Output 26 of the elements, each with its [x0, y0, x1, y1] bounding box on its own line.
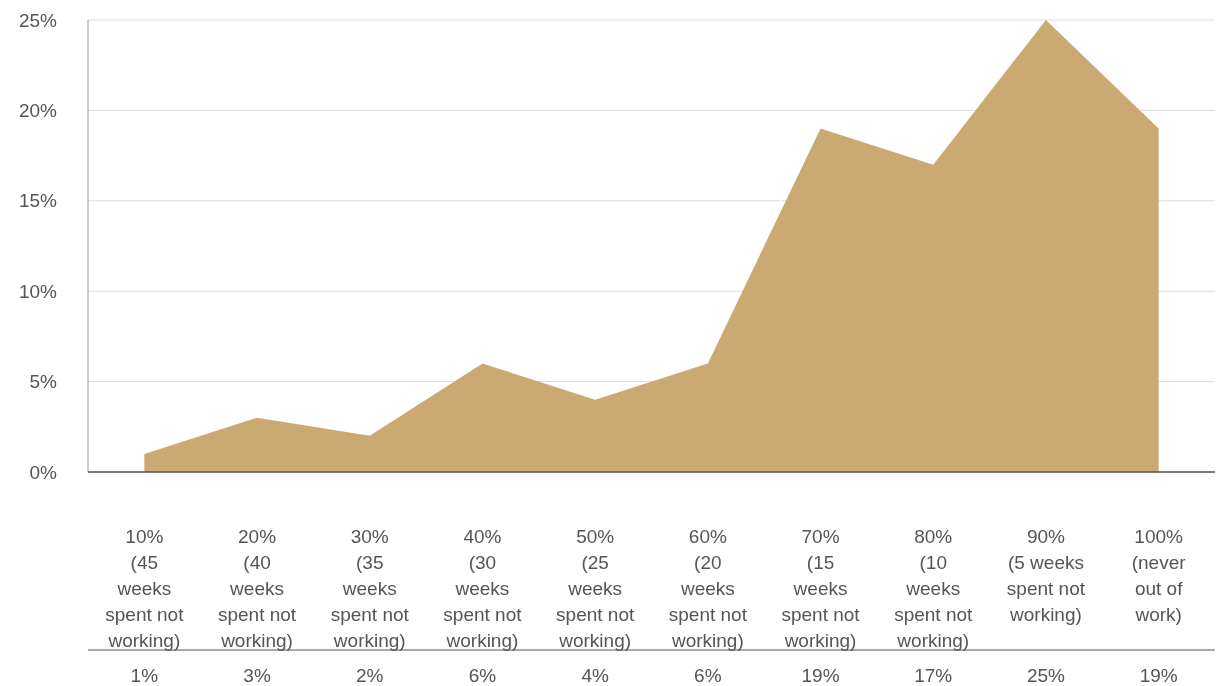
data-label: 6%	[468, 665, 497, 686]
x-tick-label: 40% (30 weeks spent not working)	[443, 526, 523, 651]
data-label: 25%	[1026, 665, 1066, 686]
data-label: 4%	[581, 665, 609, 686]
data-label: 6%	[694, 665, 722, 686]
data-label: 17%	[914, 665, 953, 686]
data-label: 19%	[1139, 665, 1178, 686]
x-tick-label: 70% (15 weeks spent not working)	[781, 526, 861, 651]
y-tick-label: 15%	[18, 190, 58, 212]
x-tick-label: 50% (25 weeks spent not working)	[556, 526, 635, 651]
y-tick-label: 20%	[18, 100, 58, 122]
y-tick-label: 10%	[18, 280, 58, 302]
x-tick-label: 20% (40 weeks spent not working)	[217, 526, 297, 651]
data-label: 1%	[130, 665, 159, 686]
x-tick-label: 60% (20 weeks spent not working)	[668, 526, 748, 651]
data-label: 19%	[801, 665, 840, 686]
x-tick-label: 30% (35 weeks spent not working)	[330, 526, 410, 651]
y-tick-label: 0%	[29, 461, 58, 483]
y-tick-label: 5%	[29, 371, 58, 393]
x-tick-label: 90% (5 weeks spent not working)	[1006, 526, 1086, 625]
x-tick-label: 10% (45 weeks spent not working)	[105, 526, 185, 651]
data-label: 2%	[356, 665, 384, 686]
x-tick-label: 80% (10 weeks spent not working)	[894, 526, 974, 651]
data-label: 3%	[243, 665, 271, 686]
y-tick-label: 25%	[18, 9, 58, 31]
x-tick-label: 100% (never out of work)	[1131, 526, 1187, 625]
